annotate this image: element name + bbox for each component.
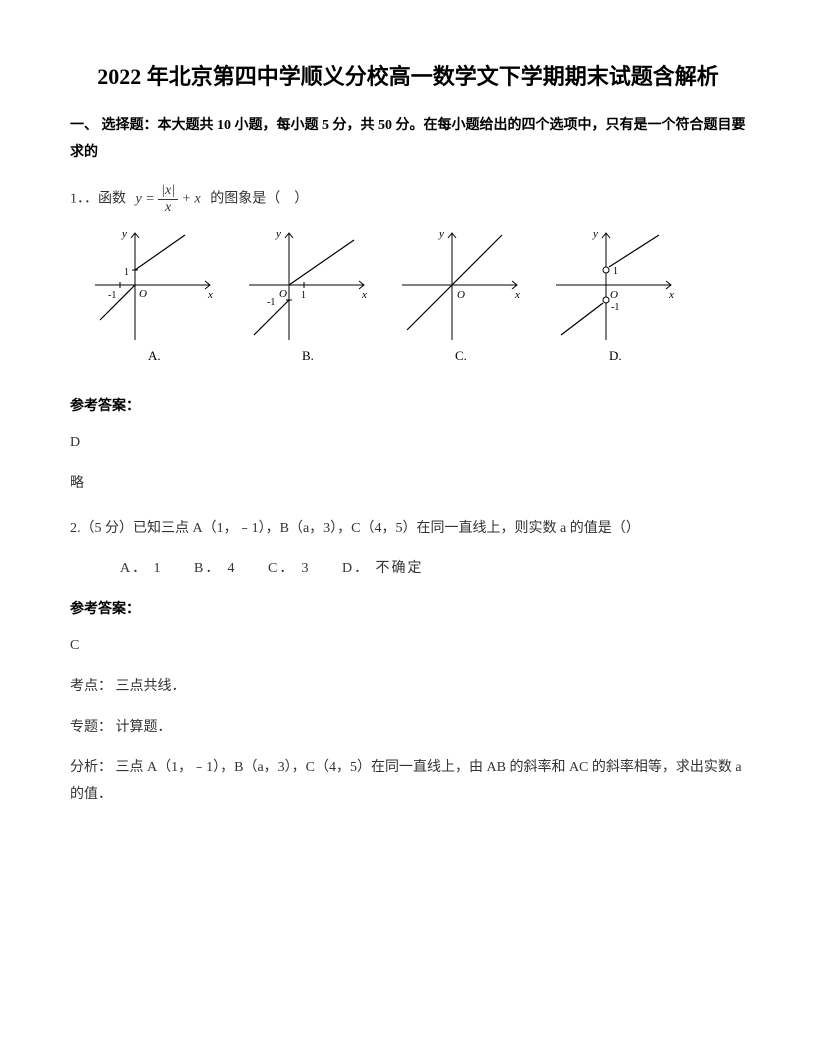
q2-opt-c-val: 3 [302,561,311,576]
q2-text: 2.（5 分）已知三点 A（1，﹣1），B（a，3），C（4，5）在同一直线上，… [70,516,746,543]
q2-opt-c-label: C． [268,556,296,583]
page-title: 2022 年北京第四中学顺义分校高一数学文下学期期末试题含解析 [70,60,746,93]
tick-1: 1 [124,267,129,278]
q1-suffix: 的图象是（ ） [210,192,308,207]
q2-option-a: A． 1 [120,556,163,583]
axis-y-label: y [275,228,281,240]
q1-graph-b: y x O 1 -1 B. [234,225,374,365]
q2-topic-label: 考点： [70,679,112,694]
question-1: 1．．函数 y = |x| x + x 的图象是（ ） y x O 1 -1 [70,184,746,497]
graph-label-d: D. [609,348,622,363]
q2-opt-d-label: D． [342,556,370,583]
graph-label-c: C. [455,348,467,363]
axis-x-label: x [361,289,367,301]
q1-formula-lhs: y = [136,192,155,207]
q2-special: 专题： 计算题． [70,715,746,742]
q1-note: 略 [70,471,746,498]
graph-label-a: A. [148,348,161,363]
q1-frac-tail: + x [182,192,201,207]
q1-text: 1．．函数 y = |x| x + x 的图象是（ ） [70,184,746,215]
q1-prefix: 1．．函数 [70,192,126,207]
q2-option-b: B． 4 [194,556,237,583]
axis-x-label: x [514,289,520,301]
axis-y-label: y [121,228,127,240]
q1-graph-a: y x O 1 -1 A. [80,225,220,365]
q2-answer: C [70,633,746,660]
q2-analysis: 分析： 三点 A（1，﹣1），B（a，3），C（4，5）在同一直线上，由 AB … [70,755,746,808]
origin-label: O [279,288,287,300]
q1-formula: y = |x| x + x [136,184,201,215]
origin-label: O [610,289,618,301]
q2-opt-d-val: 不确定 [376,561,424,576]
q1-answer-label: 参考答案： [70,394,746,421]
tick-1: 1 [613,266,618,277]
tick-neg1: -1 [108,290,116,301]
tick-1: 1 [301,290,306,301]
q2-special-label: 专题： [70,720,112,735]
q2-options: A． 1 B． 4 C． 3 D． 不确定 [120,556,746,583]
q2-option-d: D． 不确定 [342,556,424,583]
q1-answer: D [70,430,746,457]
origin-label: O [139,288,147,300]
q2-special-val: 计算题． [116,720,172,735]
graph-label-b: B. [302,348,314,363]
q1-graph-d: y x O 1 -1 D. [541,225,681,365]
section-intro: 一、 选择题：本大题共 10 小题，每小题 5 分，共 50 分。在每小题给出的… [70,113,746,166]
origin-label: O [457,289,465,301]
q1-graphs: y x O 1 -1 A. y x O 1 -1 B. [80,225,746,376]
axis-x-label: x [207,289,213,301]
q2-answer-label: 参考答案： [70,597,746,624]
axis-x-label: x [668,289,674,301]
tick-neg1: -1 [267,297,275,308]
q2-analysis-val: 三点 A（1，﹣1），B（a，3），C（4，5）在同一直线上，由 AB 的斜率和… [70,760,742,802]
q2-opt-b-label: B． [194,556,222,583]
q1-frac: |x| x [158,184,178,215]
q2-opt-a-val: 1 [154,561,163,576]
axis-y-label: y [592,228,598,240]
question-2: 2.（5 分）已知三点 A（1，﹣1），B（a，3），C（4，5）在同一直线上，… [70,516,746,809]
q2-topic-val: 三点共线． [116,679,186,694]
q2-opt-b-val: 4 [228,561,237,576]
q1-frac-den: x [158,200,178,215]
q1-frac-num: |x| [158,184,178,200]
q2-option-c: C． 3 [268,556,311,583]
q2-opt-a-label: A． [120,556,148,583]
q1-graph-c: y x O C. [387,225,527,365]
q2-analysis-label: 分析： [70,760,112,775]
axis-y-label: y [438,228,444,240]
q2-topic: 考点： 三点共线． [70,674,746,701]
tick-neg1: -1 [611,302,619,313]
